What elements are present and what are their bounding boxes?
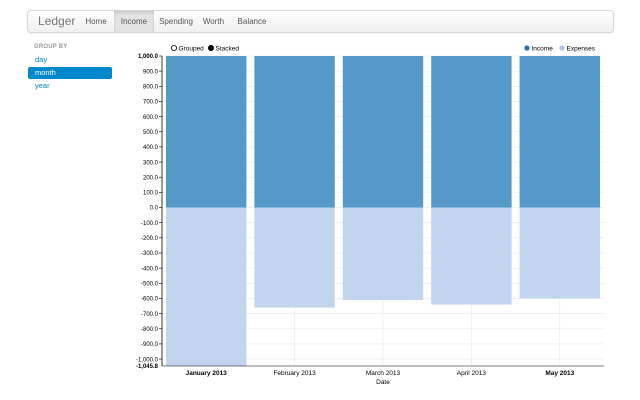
y-tick-label: -600.0: [141, 297, 159, 303]
brand-logo[interactable]: Ledger: [38, 14, 76, 28]
bar-income: [431, 56, 512, 208]
group-by-year[interactable]: year: [35, 81, 50, 90]
bar-income: [342, 56, 424, 208]
bar-expenses: [166, 207, 247, 366]
bar-expenses: [254, 207, 335, 308]
y-tick-label: -800.0: [141, 327, 159, 333]
nav-worth[interactable]: Worth: [202, 17, 225, 26]
legend-income[interactable]: Income: [532, 46, 554, 53]
bar-expenses: [342, 207, 424, 300]
x-tick-label: February 2013: [273, 370, 316, 377]
y-tick-label: 900.0: [143, 69, 159, 75]
y-tick-label: 600.0: [143, 115, 159, 121]
group-by-title: GROUP BY: [34, 44, 68, 50]
nav-income[interactable]: Income: [114, 11, 154, 32]
y-tick-label: -500.0: [141, 281, 159, 287]
y-tick-label: -900.0: [141, 342, 159, 348]
legend-income-icon[interactable]: [524, 45, 530, 51]
bar-expenses: [431, 207, 512, 305]
y-tick-label: 700.0: [143, 100, 159, 106]
group-by-month[interactable]: month: [28, 67, 112, 79]
y-tick-label: 200.0: [143, 175, 159, 181]
y-tick-label: 1,000.0: [138, 54, 159, 60]
navbar: Ledger Home Income Spending Worth Balanc…: [27, 10, 614, 33]
nav-spending[interactable]: Spending: [159, 17, 193, 26]
x-tick-label: April 2013: [457, 370, 487, 377]
x-tick-label: January 2013: [186, 370, 228, 377]
y-tick-label: 100.0: [143, 191, 159, 197]
stacked-radio-icon[interactable]: [207, 45, 214, 52]
grouped-label[interactable]: Grouped: [179, 46, 205, 53]
x-tick-label: May 2013: [545, 370, 574, 377]
bar-expenses: [519, 207, 600, 299]
bar-income: [166, 56, 247, 208]
y-tick-label: 0.0: [150, 206, 159, 212]
y-tick-label: -100.0: [141, 221, 159, 227]
y-tick-label: -300.0: [141, 251, 159, 257]
y-tick-label: -700.0: [141, 312, 159, 318]
group-by-day[interactable]: day: [35, 55, 48, 64]
y-tick-label: -200.0: [141, 236, 159, 242]
bar-income: [519, 56, 600, 208]
x-axis-label: Date: [376, 379, 390, 386]
y-tick-label: 400.0: [143, 145, 159, 151]
y-tick-label: 300.0: [143, 160, 159, 166]
legend-expenses-icon[interactable]: [559, 45, 565, 51]
y-tick-label: 800.0: [143, 85, 159, 91]
y-tick-label: -400.0: [141, 266, 159, 272]
nav-home[interactable]: Home: [85, 17, 107, 26]
nav-balance[interactable]: Balance: [237, 17, 267, 26]
bar-income: [254, 56, 335, 208]
y-tick-label: 500.0: [143, 130, 159, 136]
grouped-radio-icon[interactable]: [170, 45, 177, 52]
y-tick-label: -1,000.0: [136, 357, 159, 363]
y-min-label: -1,045.8: [136, 364, 159, 370]
stacked-label[interactable]: Stacked: [216, 46, 240, 53]
x-tick-label: March 2013: [366, 370, 401, 377]
legend-expenses[interactable]: Expenses: [567, 46, 596, 53]
